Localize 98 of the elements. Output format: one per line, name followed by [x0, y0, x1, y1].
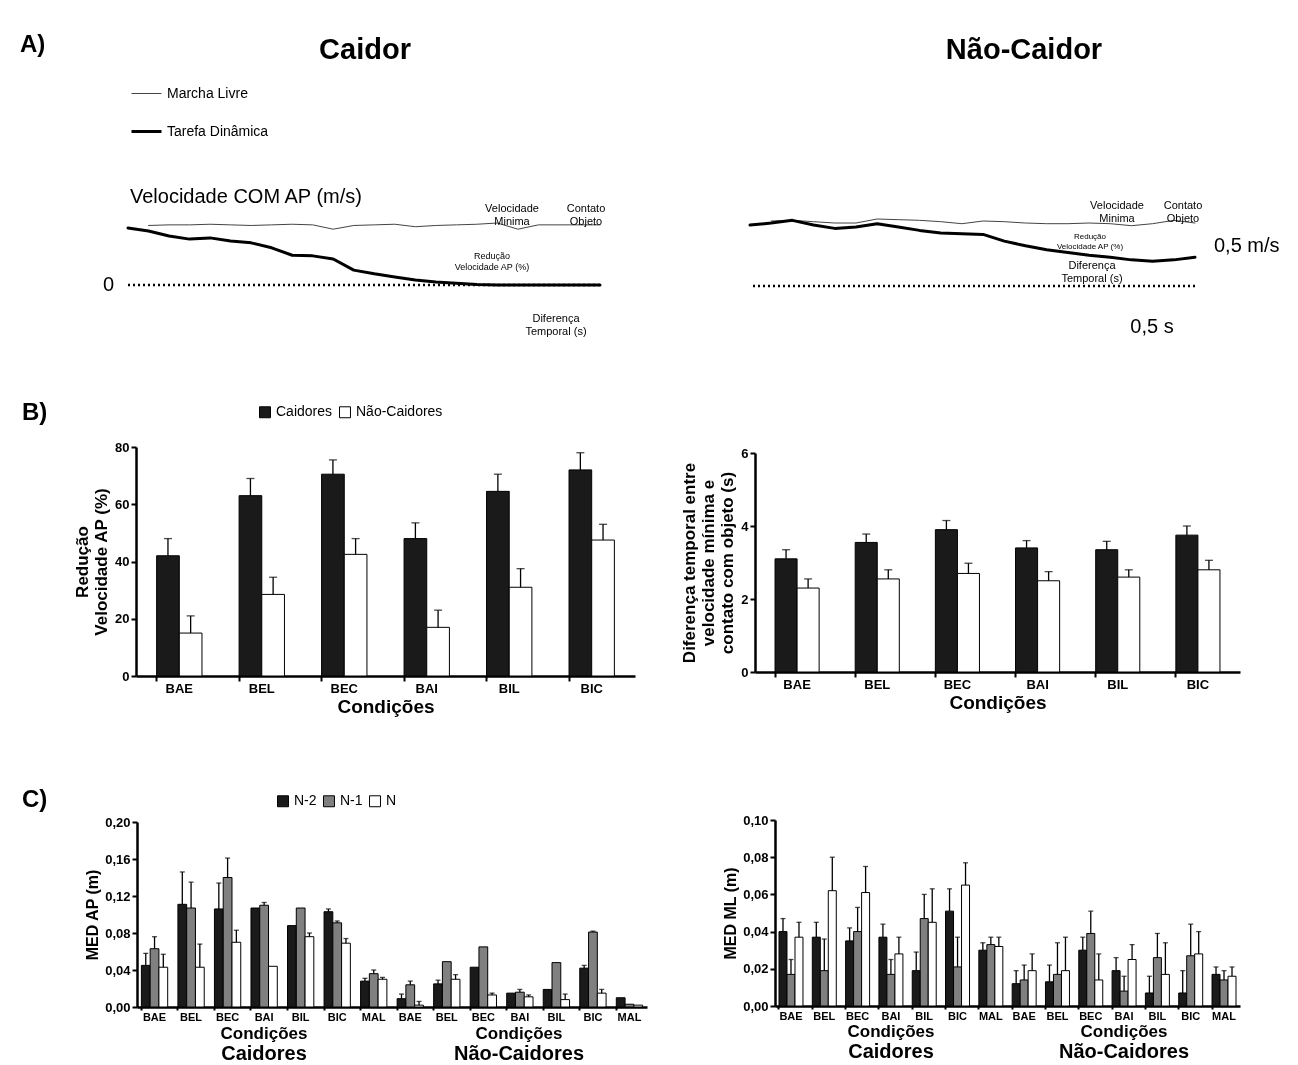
text: Caidores — [221, 1042, 307, 1064]
y-tick-label: 0,04 — [105, 962, 132, 978]
x-tick-label: BEL — [813, 1009, 836, 1022]
y-axis-title: Diferença temporal entre velocidade mínima e contato com objeto (s) — [680, 462, 738, 664]
y-tick-label: 0,12 — [105, 888, 131, 904]
y-tick-label: 60 — [115, 496, 130, 512]
x-tick-label: BEL — [1046, 1009, 1069, 1022]
x-tick-label: BAI — [1114, 1009, 1134, 1022]
text: 0,5 s — [1130, 315, 1174, 337]
annotation: Redução Velocidade AP (%) — [454, 251, 530, 272]
x-tick-label: BIL — [498, 680, 520, 696]
text: 0,5 m/s — [1214, 234, 1280, 256]
x-tick-label: BEL — [435, 1010, 459, 1023]
y-tick-label: 0,06 — [743, 886, 769, 902]
y-tick-label: 0 — [741, 664, 749, 680]
x-tick-label: BEC — [471, 1010, 495, 1023]
legend-label: Tarefa Dinâmica — [167, 122, 269, 139]
y-axis-title: MED ML (m) — [722, 867, 740, 960]
legend-label: N — [386, 792, 397, 809]
x-tick-label: BEL — [248, 680, 275, 696]
x-axis-title: Condições — [949, 691, 1047, 713]
x-tick-label: BEC — [845, 1009, 870, 1022]
legend-label: Não-Caidores — [356, 403, 443, 420]
x-tick-label: BIC — [327, 1010, 347, 1023]
y-tick-label: 2 — [741, 591, 749, 607]
x-tick-label: BIC — [580, 680, 604, 696]
y-axis-title: Velocidade COM AP (m/s) — [130, 185, 362, 207]
legend-label: N-2 — [294, 792, 317, 809]
x-tick-label: MAL — [978, 1009, 1004, 1022]
text: Condições — [475, 1024, 563, 1043]
y-tick-label: 6 — [741, 445, 749, 461]
y-tick-label: 0,00 — [743, 998, 769, 1014]
text: Não-Caidores — [453, 1042, 585, 1064]
x-tick-label: BEL — [180, 1010, 203, 1023]
x-tick-label: BAI — [415, 680, 438, 696]
y-tick-label: 0,08 — [743, 849, 769, 865]
x-tick-label: BAI — [1026, 676, 1049, 692]
x-tick-label: BIL — [1107, 676, 1129, 692]
x-tick-label: BIC — [1186, 676, 1210, 692]
text: Caidores — [848, 1040, 934, 1062]
y-tick-label: 80 — [115, 439, 130, 455]
x-tick-label: MAL — [617, 1010, 642, 1023]
x-tick-label: BIL — [547, 1010, 566, 1023]
y-tick-label: 0 — [122, 668, 130, 684]
y-tick-label: 0,02 — [743, 961, 769, 977]
x-tick-label: BAI — [254, 1010, 274, 1023]
text: Condições — [220, 1024, 308, 1043]
text: Condições — [1080, 1022, 1168, 1041]
chart-title: Não-Caidor — [945, 33, 1103, 65]
annotation: Velocidade Minima — [485, 202, 539, 227]
y-tick-label: 0,10 — [743, 812, 769, 828]
x-tick-label: MAL — [1212, 1009, 1237, 1022]
y-tick-label: 0,16 — [105, 851, 131, 867]
x-tick-label: BIL — [1148, 1009, 1167, 1022]
annotation: Velocidade Minima — [1090, 199, 1144, 224]
x-tick-label: MAL — [361, 1010, 386, 1023]
annotation: Diferença Temporal (s) — [1061, 259, 1123, 284]
y-axis-title: MED AP (m) — [84, 869, 102, 961]
y-tick-label: 0,20 — [105, 814, 131, 830]
x-tick-label: BAE — [779, 1009, 803, 1022]
x-tick-label: BEC — [330, 680, 359, 696]
x-tick-label: BIL — [915, 1009, 934, 1022]
legend-label: N-1 — [340, 792, 363, 809]
x-tick-label: BAE — [398, 1010, 422, 1023]
x-tick-label: BEL — [864, 676, 891, 692]
x-tick-label: BEC — [215, 1010, 240, 1023]
x-tick-label: BEC — [943, 676, 972, 692]
y-tick-label: 0,00 — [105, 999, 131, 1015]
annotation: Contato Objeto — [566, 202, 606, 227]
x-tick-label: BIC — [948, 1009, 968, 1022]
x-tick-label: BAE — [142, 1010, 167, 1023]
annotation: Redução Velocidade AP (%) — [1056, 232, 1124, 251]
x-tick-label: BEC — [1079, 1009, 1103, 1022]
legend-label: Marcha Livre — [167, 84, 249, 101]
y-tick-label: 20 — [115, 611, 130, 627]
text: Diferença Temporal (s) — [525, 312, 587, 337]
y-tick-label: 4 — [741, 518, 750, 534]
y-tick-label: 0,04 — [743, 924, 770, 940]
y-tick-label: 0,08 — [105, 925, 131, 941]
legend-label: Caidores — [276, 403, 333, 420]
y-axis-title: Redução Velocidade AP (%) — [73, 488, 112, 636]
x-tick-label: BAI — [510, 1010, 530, 1023]
x-tick-label: BAE — [1012, 1009, 1036, 1022]
x-tick-label: BIC — [583, 1010, 603, 1023]
x-tick-label: BIC — [1181, 1009, 1201, 1022]
text: B) — [22, 398, 48, 425]
text: Condições — [847, 1022, 935, 1041]
x-axis-title: Condições — [337, 695, 435, 717]
x-tick-label: BAE — [783, 676, 812, 692]
y-tick-label: 40 — [115, 554, 130, 569]
x-tick-label: BIL — [291, 1010, 310, 1023]
text: C) — [22, 785, 48, 812]
chart-title: Caidor — [319, 33, 411, 65]
text: A) — [20, 30, 46, 57]
annotation: Contato Objeto — [1163, 199, 1203, 224]
x-tick-label: BAI — [881, 1009, 901, 1022]
text: Não-Caidores — [1058, 1040, 1190, 1062]
x-tick-label: BAE — [165, 680, 194, 696]
